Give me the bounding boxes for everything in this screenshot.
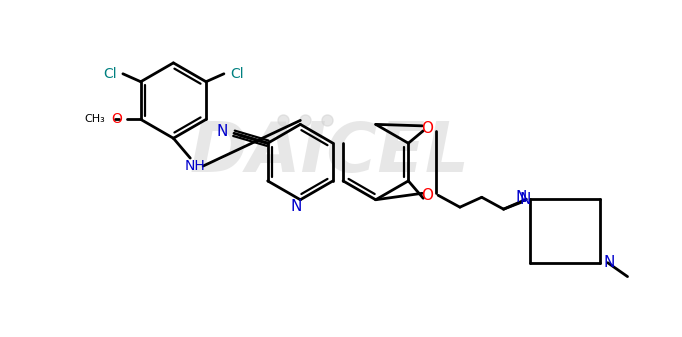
Text: O: O bbox=[421, 188, 433, 203]
Text: O: O bbox=[111, 113, 122, 126]
Text: N: N bbox=[604, 255, 615, 270]
Text: O: O bbox=[421, 121, 433, 136]
Text: N: N bbox=[217, 124, 228, 139]
Text: DAICEL: DAICEL bbox=[190, 119, 470, 186]
Text: Cl: Cl bbox=[104, 67, 117, 81]
Text: NH: NH bbox=[185, 159, 205, 173]
Text: N: N bbox=[291, 199, 302, 214]
Text: Cl: Cl bbox=[230, 67, 243, 81]
Text: N: N bbox=[520, 192, 531, 207]
Text: CH₃: CH₃ bbox=[85, 114, 105, 124]
Text: N: N bbox=[516, 190, 527, 205]
